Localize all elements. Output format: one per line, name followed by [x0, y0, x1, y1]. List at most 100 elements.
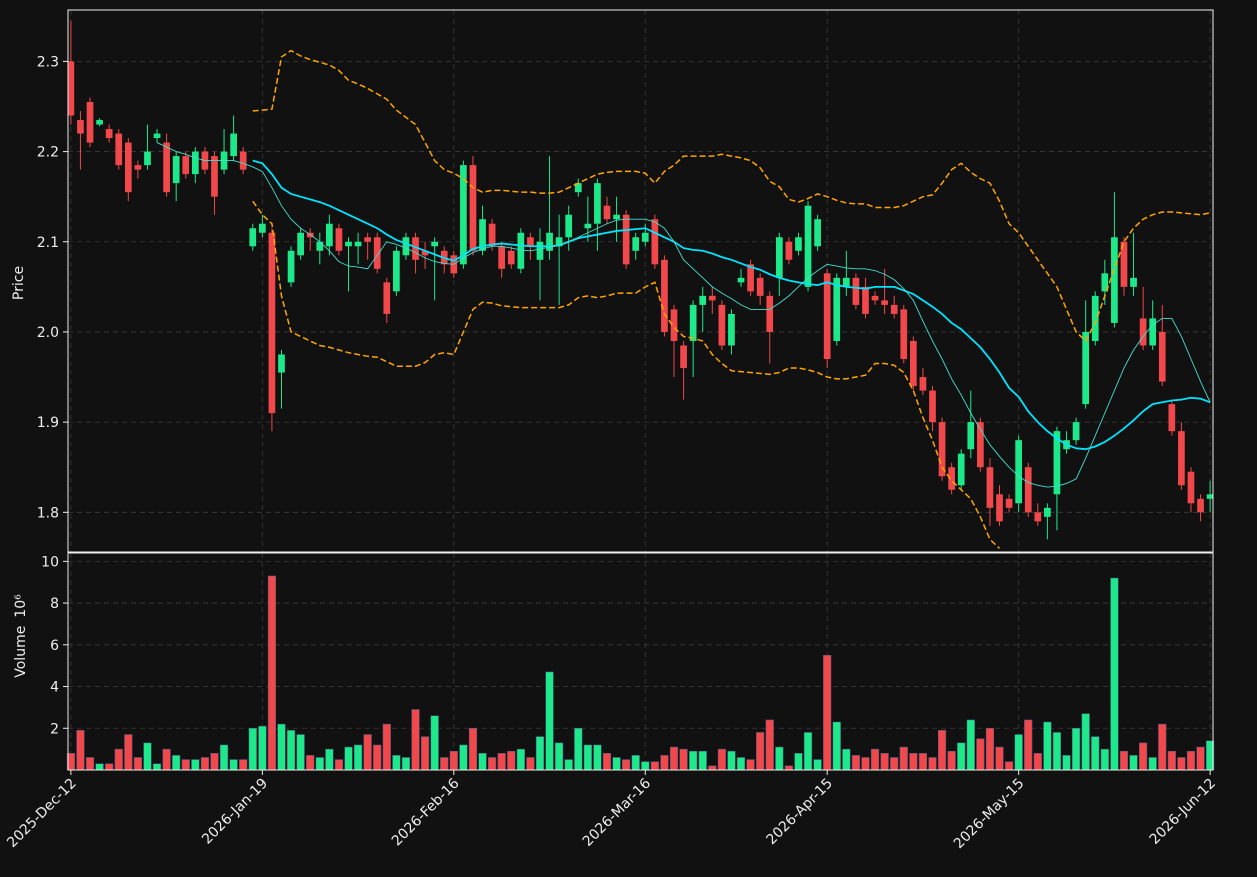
volume-bar [746, 759, 755, 771]
candle-body [574, 183, 582, 193]
candle-body [469, 165, 477, 251]
y-tick-label: 2.3 [37, 54, 59, 70]
volume-bar [85, 757, 95, 771]
candle-body [938, 422, 946, 477]
volume-bar [650, 761, 659, 771]
volume-bar [870, 748, 880, 771]
candle-body [124, 142, 132, 193]
candle-body [737, 277, 745, 283]
price-panel-frame [67, 9, 1214, 553]
candle-body [1130, 277, 1137, 287]
indicator-line [252, 200, 1001, 549]
candle-body [842, 277, 850, 287]
candle-body [795, 237, 802, 251]
candle-body [115, 133, 123, 166]
volume-bar [392, 755, 401, 771]
volume-bar [1110, 577, 1119, 771]
volume-bar [679, 748, 688, 771]
candle-body [1044, 507, 1051, 517]
volume-bar [966, 719, 975, 771]
candle-body [297, 232, 304, 256]
volume-bar [315, 757, 324, 771]
candle-body [1149, 318, 1157, 346]
volume-bar [239, 759, 248, 771]
y-tick-label: 1.9 [37, 415, 59, 431]
candle-body [460, 165, 467, 265]
volume-bar [200, 757, 209, 771]
volume-bar [411, 709, 420, 771]
volume-bar [612, 757, 621, 771]
volume-bar [947, 750, 956, 771]
price-axis-label: Price [11, 266, 27, 300]
volume-bar [545, 671, 554, 771]
volume-bar [1052, 732, 1062, 771]
candle-body [929, 390, 936, 423]
candle-body [1091, 295, 1099, 341]
candle-body [316, 241, 324, 251]
candle-body [1101, 273, 1109, 292]
candle-body [258, 223, 266, 233]
candle-body [326, 223, 333, 247]
volume-bar [152, 763, 162, 771]
candle-body [402, 237, 410, 256]
volume-bar [114, 748, 123, 771]
candle-body [814, 219, 821, 247]
indicator-line [252, 159, 1211, 451]
candle-body [354, 241, 362, 247]
volume-bar [478, 753, 487, 771]
volume-bar [622, 759, 631, 771]
candle-body [278, 354, 285, 373]
candle-body [909, 340, 917, 387]
volume-bar [229, 759, 238, 771]
candle-body [689, 304, 697, 341]
candle-body [96, 120, 103, 125]
volume-bar [191, 759, 200, 771]
volume-bar [449, 750, 458, 771]
volume-bar [1024, 719, 1033, 771]
candle-body [105, 129, 113, 139]
y-tick-label: 2 [50, 721, 59, 737]
candle-body [134, 165, 142, 170]
candle-body [1187, 471, 1195, 504]
candle-body [756, 277, 764, 296]
volume-bar [660, 755, 669, 771]
volume-bar [286, 730, 296, 771]
candle-body [393, 250, 400, 292]
candle-body [488, 223, 496, 247]
candle-body [1168, 404, 1176, 432]
candle-body [632, 237, 640, 251]
volume-bar [210, 753, 219, 771]
y-tick-label: 10 [41, 554, 59, 570]
candle-body [871, 295, 879, 301]
volume-bar [995, 746, 1004, 771]
volume-bar [909, 753, 918, 771]
candle-body [412, 237, 419, 260]
volume-bar [1119, 750, 1129, 771]
y-tick-label: 8 [50, 596, 59, 612]
candle-body [651, 219, 659, 265]
volume-bar [382, 723, 391, 771]
volume-bar [583, 744, 592, 771]
volume-bar [344, 746, 353, 771]
candle-body [86, 101, 94, 143]
candle-body [1015, 440, 1023, 504]
volume-bar [1158, 723, 1167, 771]
volume-bar [842, 748, 851, 771]
volume-bar [1100, 748, 1109, 771]
volume-bar [1177, 757, 1186, 771]
volume-bar [899, 746, 908, 771]
volume-bar [861, 757, 870, 771]
candle-body [421, 250, 429, 256]
price-plot [68, 20, 1213, 549]
candle-body [230, 133, 237, 157]
candle-body [718, 304, 726, 346]
candle-body [1139, 318, 1147, 346]
candle-body [182, 156, 190, 175]
volume-bar [430, 715, 439, 771]
candle-body [996, 494, 1003, 522]
candle-body [680, 345, 687, 369]
candle-body [699, 295, 707, 305]
y-tick-label: 2.1 [37, 235, 59, 251]
candle-body [479, 219, 486, 251]
